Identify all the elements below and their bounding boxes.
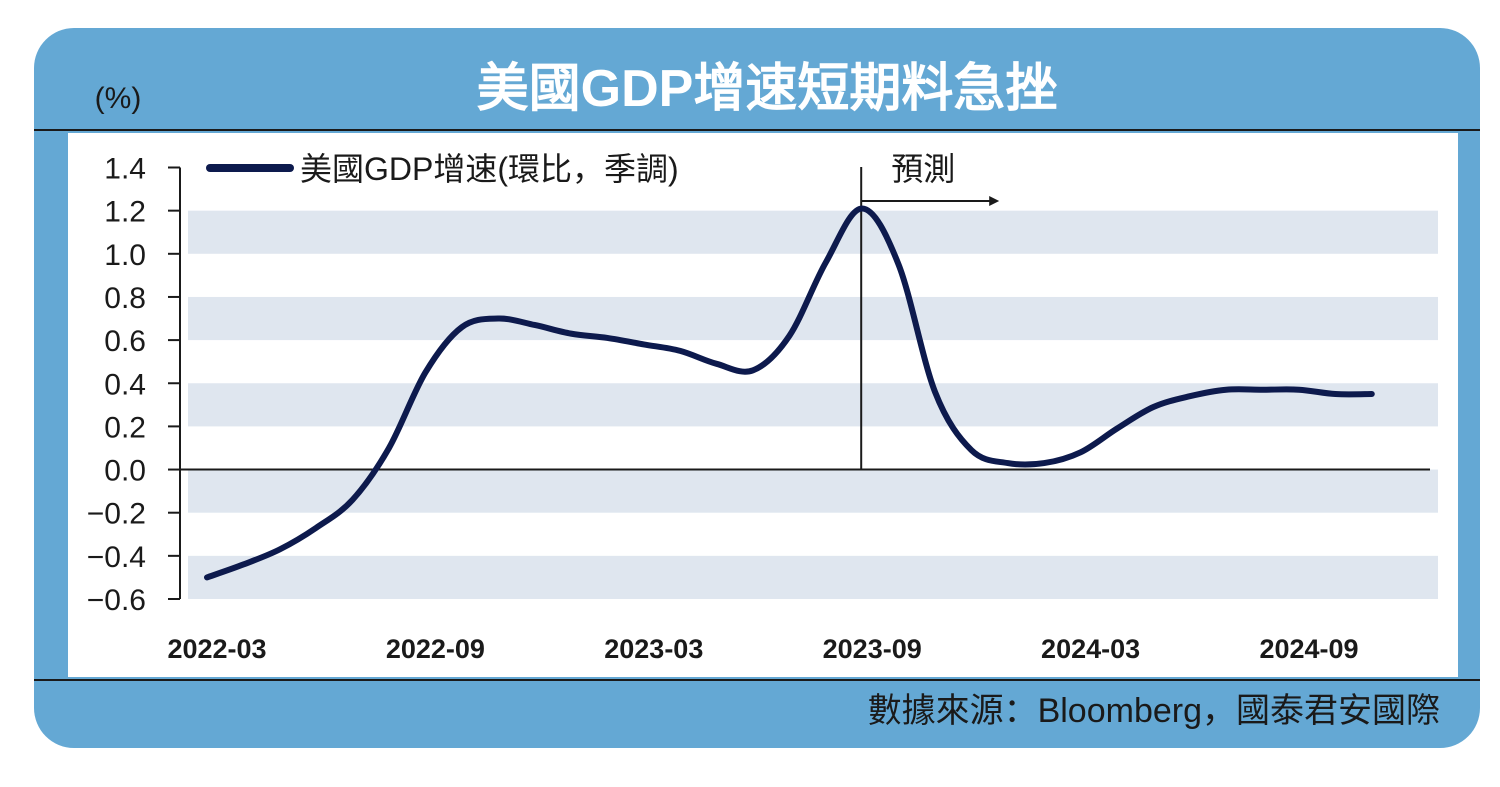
series-line-gdp-growth xyxy=(204,205,1375,581)
grid-band xyxy=(188,296,1438,341)
data-point xyxy=(604,335,610,341)
data-point xyxy=(1078,449,1084,455)
x-tick-label: 2023-09 xyxy=(823,634,922,664)
data-point xyxy=(677,348,683,354)
data-point xyxy=(350,497,356,503)
data-point xyxy=(532,322,538,328)
data-point xyxy=(823,259,829,265)
y-tick-label: 0.8 xyxy=(104,282,146,315)
unit-label: (%) xyxy=(95,82,142,115)
forecast-arrow-head xyxy=(989,196,1000,206)
data-point xyxy=(568,331,574,337)
data-point xyxy=(968,447,974,453)
data-point xyxy=(1369,391,1375,397)
data-point xyxy=(1150,404,1156,410)
y-tick-label: −0.2 xyxy=(87,498,146,531)
data-point xyxy=(240,561,246,567)
y-tick-label: 0.2 xyxy=(104,411,146,444)
data-point xyxy=(1260,387,1266,393)
y-tick-label: 0.0 xyxy=(104,455,146,488)
data-point xyxy=(313,525,319,531)
x-axis: 2022-03 2022-09 2023-03 2023-09 2024-03 2024-… xyxy=(167,634,1358,664)
data-point xyxy=(896,262,902,268)
chart-title: 美國GDP增速短期料急挫 xyxy=(477,60,1058,118)
x-tick-label: 2022-09 xyxy=(386,634,485,664)
data-point xyxy=(459,324,465,330)
grid-bands xyxy=(188,210,1438,599)
data-point xyxy=(495,316,501,322)
source-note: 數據來源：Bloomberg，國泰君安國際 xyxy=(868,692,1440,730)
y-tick-label: −0.6 xyxy=(87,584,146,617)
data-point xyxy=(641,341,647,347)
x-tick-label: 2023-03 xyxy=(604,634,703,664)
data-point xyxy=(1223,387,1229,393)
data-point xyxy=(1296,387,1302,393)
grid-band xyxy=(188,469,1438,513)
y-tick-label: 1.2 xyxy=(104,196,146,229)
x-tick-label: 2024-09 xyxy=(1259,634,1358,664)
data-point xyxy=(714,361,720,367)
grid-band xyxy=(188,210,1438,254)
y-tick-label: −0.4 xyxy=(87,541,146,574)
data-point xyxy=(1187,393,1193,399)
data-point xyxy=(1041,460,1047,466)
data-point xyxy=(1005,460,1011,466)
y-tick-label: 1.0 xyxy=(104,239,146,272)
grid-band xyxy=(188,555,1438,599)
data-point xyxy=(204,574,210,580)
data-point xyxy=(277,546,283,552)
data-point xyxy=(932,389,938,395)
data-point xyxy=(1332,391,1338,397)
x-tick-label: 2022-03 xyxy=(167,634,266,664)
x-tick-label: 2024-03 xyxy=(1041,634,1140,664)
y-tick-label: 1.4 xyxy=(104,153,146,186)
data-point xyxy=(750,367,756,373)
data-point xyxy=(422,369,428,375)
data-point xyxy=(1114,426,1120,432)
y-tick-label: 0.4 xyxy=(104,368,146,401)
data-point xyxy=(859,205,865,211)
legend-label: 美國GDP增速(環比，季調) xyxy=(300,151,679,187)
forecast-label: 預測 xyxy=(891,151,955,187)
y-axis: 1.4 1.2 1.0 0.8 0.6 0.4 0.2 0.0 −0.2 −0.4 −0.6 xyxy=(87,153,1430,617)
data-point xyxy=(786,333,792,339)
y-tick-label: 0.6 xyxy=(104,325,146,358)
data-point xyxy=(386,445,392,451)
